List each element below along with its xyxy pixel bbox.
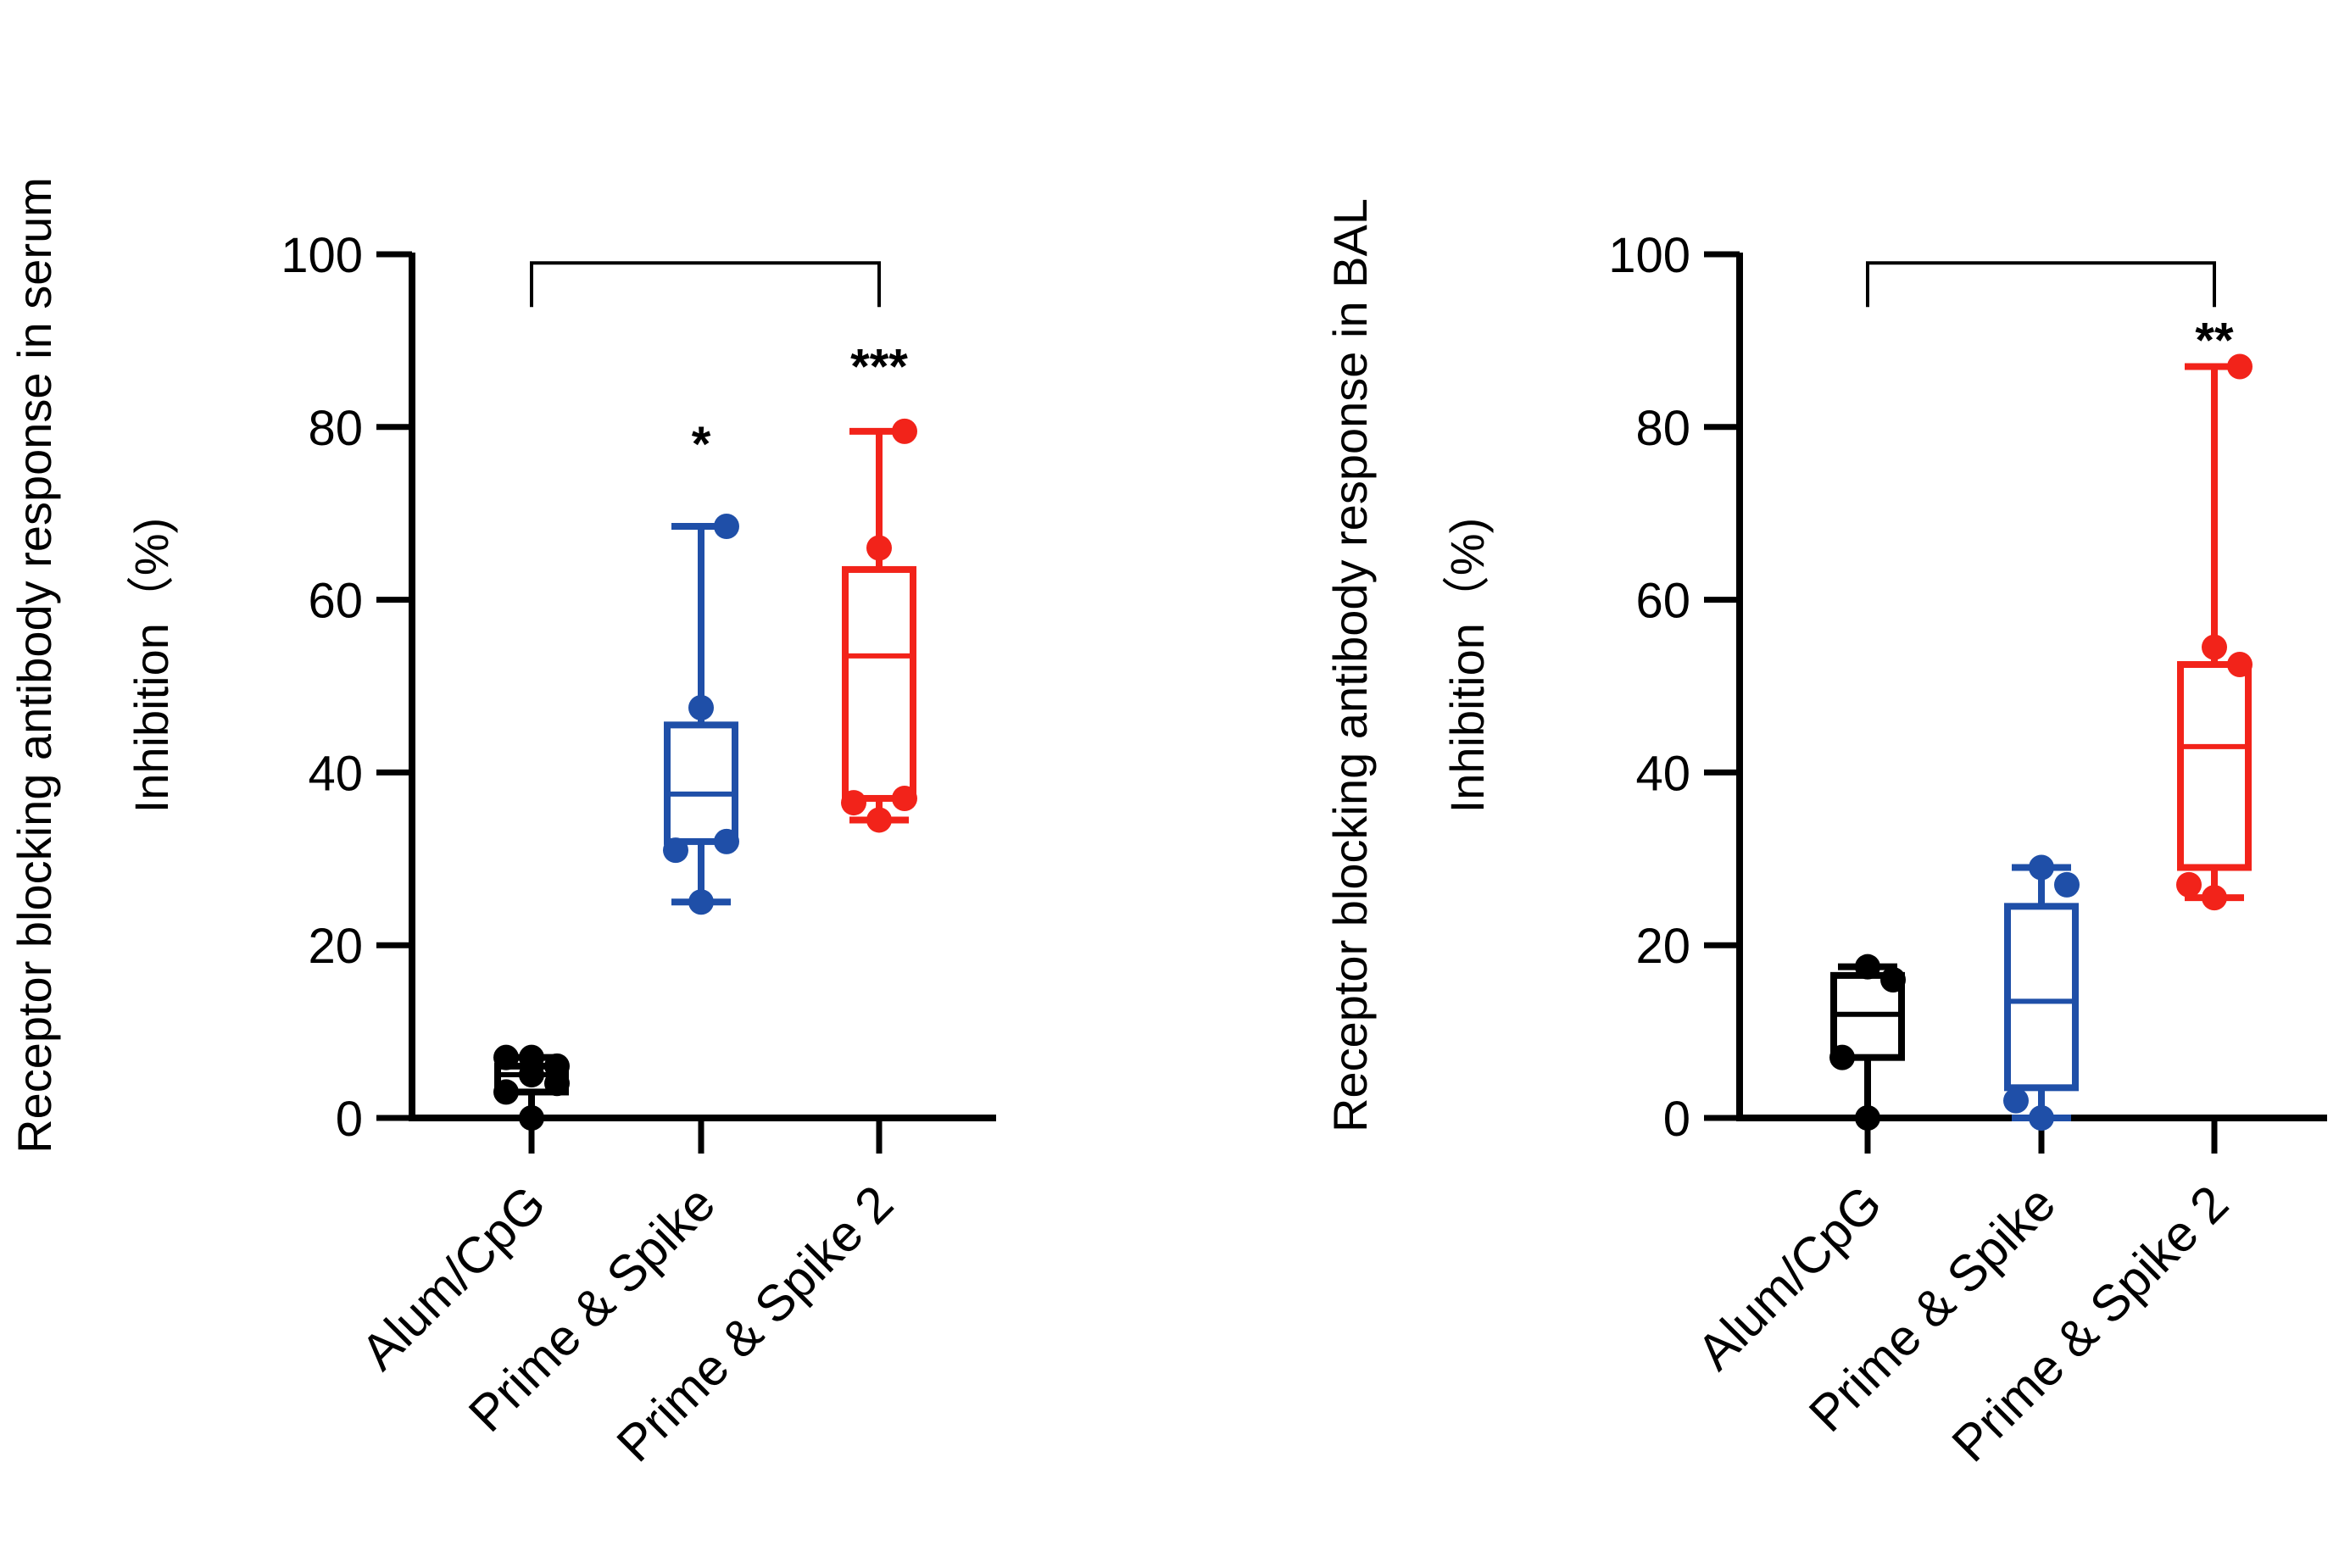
data-point — [714, 513, 739, 539]
data-point — [519, 1105, 544, 1131]
data-point — [2003, 1087, 2029, 1114]
significance-label: ** — [2195, 314, 2234, 369]
y-tick-label: 100 — [1608, 228, 1690, 283]
data-point — [544, 1053, 570, 1079]
data-point — [2202, 885, 2227, 911]
y-tick-label: 40 — [308, 746, 363, 801]
data-point — [2227, 652, 2253, 678]
box-prime-spike — [663, 513, 739, 915]
box-prime-spike-2 — [2176, 353, 2253, 911]
y-axis-label-line2: Inhibition（%) — [1440, 518, 1494, 814]
data-point — [2054, 871, 2080, 898]
data-point — [688, 694, 714, 720]
y-tick-label: 80 — [308, 401, 363, 456]
data-point — [1855, 1105, 1880, 1131]
y-tick-label: 60 — [308, 574, 363, 629]
box-prime-spike-2 — [841, 418, 917, 833]
y-tick-label: 80 — [1635, 401, 1690, 456]
data-point — [2227, 353, 2253, 380]
y-tick-label: 0 — [336, 1092, 363, 1147]
iqr-box — [2177, 661, 2252, 871]
data-point — [2176, 871, 2202, 898]
panel-serum: Receptor blocking antibody response in s… — [8, 177, 996, 1472]
data-point — [841, 790, 866, 816]
iqr-box — [664, 721, 738, 845]
y-tick-label: 20 — [1635, 919, 1690, 974]
y-tick-label: 40 — [1635, 746, 1690, 801]
y-axis-label-line1: Receptor blocking antibody response in B… — [1323, 198, 1377, 1132]
data-point — [493, 1044, 519, 1070]
data-point — [663, 837, 688, 864]
data-point — [2029, 1105, 2054, 1131]
y-axis-label-line1: Receptor blocking antibody response in s… — [8, 177, 61, 1154]
panel-bal: Receptor blocking antibody response in B… — [1323, 198, 2327, 1472]
data-point — [892, 418, 917, 444]
y-tick-label: 0 — [1663, 1092, 1690, 1147]
data-point — [1829, 1044, 1855, 1070]
data-point — [2202, 634, 2227, 660]
data-point — [1855, 954, 1880, 980]
iqr-box — [842, 565, 916, 802]
y-axis-label-line2: Inhibition（%) — [125, 518, 178, 814]
data-point — [688, 889, 714, 915]
box-alum-cpg — [1829, 954, 1906, 1131]
y-tick-label: 60 — [1635, 574, 1690, 629]
data-point — [493, 1079, 519, 1105]
data-point — [892, 785, 917, 811]
data-point — [2029, 854, 2054, 881]
significance-bracket — [1866, 261, 2216, 308]
data-point — [519, 1044, 544, 1070]
box-prime-spike — [2003, 854, 2080, 1131]
y-tick-label: 100 — [281, 228, 363, 283]
significance-bracket — [530, 261, 881, 308]
significance-label: *** — [850, 339, 908, 394]
data-point — [1880, 966, 1906, 993]
significance-label: * — [692, 417, 711, 472]
data-point — [866, 807, 892, 833]
box-alum-cpg — [493, 1044, 570, 1131]
data-point — [714, 828, 739, 854]
iqr-box — [2004, 903, 2079, 1092]
y-tick-label: 20 — [308, 919, 363, 974]
data-point — [866, 535, 892, 561]
